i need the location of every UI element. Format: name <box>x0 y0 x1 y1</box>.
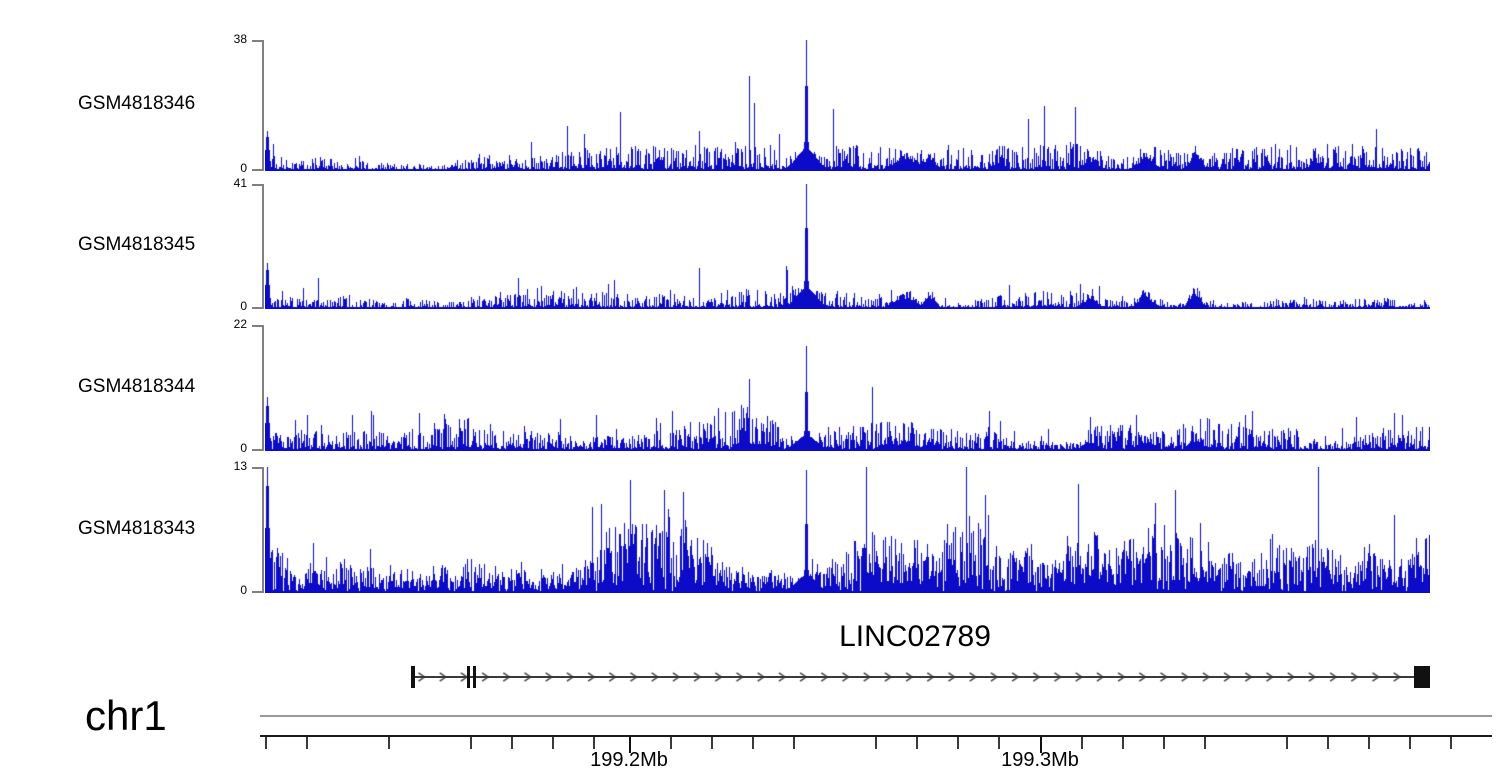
ruler-minor-tick <box>1204 737 1206 749</box>
ruler-minor-tick <box>875 737 877 749</box>
signal-coverage-plot[interactable] <box>265 467 1430 593</box>
gene-strand-arrows <box>412 668 1430 686</box>
ruler-position-label: 199.3Mb <box>1001 749 1079 771</box>
ruler-minor-tick <box>1368 737 1370 749</box>
track-axis-tick-max <box>252 184 263 186</box>
ruler-minor-tick <box>1081 737 1083 749</box>
track-sample-label: GSM4818346 <box>78 93 196 114</box>
ruler-minor-tick <box>957 737 959 749</box>
track-axis-min-label: 0 <box>240 583 247 597</box>
track-axis-vertical <box>262 184 264 309</box>
track-axis-tick-max <box>252 325 263 327</box>
ruler-minor-tick <box>593 737 595 749</box>
ruler-position-label: 199.2Mb <box>590 749 668 771</box>
track-sample-label: GSM4818344 <box>78 375 196 397</box>
ruler-minor-tick <box>1122 737 1124 749</box>
strand-arrow-glyphs <box>412 668 1430 686</box>
ruler-major-tick <box>629 737 631 753</box>
track-axis-tick-max <box>252 467 263 469</box>
ruler-minor-tick <box>916 737 918 749</box>
ruler-minor-tick <box>1409 737 1411 749</box>
gene-exon-block[interactable] <box>1414 666 1430 688</box>
gene-exon-block[interactable] <box>411 666 415 688</box>
track-axis-vertical <box>262 40 264 171</box>
track-axis-min-label: 0 <box>240 441 247 455</box>
ruler-axis-line[interactable] <box>260 735 1492 737</box>
track-sample-label: GSM4818343 <box>78 517 196 539</box>
ruler-minor-tick <box>265 737 267 749</box>
track-sample-label: GSM4818345 <box>78 234 196 255</box>
ruler-minor-tick <box>388 737 390 749</box>
track-axis-max-label: 41 <box>233 176 247 190</box>
gene-exon-block[interactable] <box>467 666 470 688</box>
track-axis-tick-min <box>252 591 263 593</box>
track-axis-min-label: 0 <box>240 161 247 175</box>
ruler-minor-tick <box>1286 737 1288 749</box>
ruler-major-tick <box>1040 737 1042 753</box>
track-axis-min-label: 0 <box>240 299 247 313</box>
ruler-minor-tick <box>470 737 472 749</box>
signal-coverage-plot[interactable] <box>265 184 1430 309</box>
track-axis-vertical <box>262 325 264 451</box>
ruler-minor-tick <box>511 737 513 749</box>
chromosome-label: chr1 <box>85 692 167 739</box>
ruler-minor-tick <box>552 737 554 749</box>
track-axis-max-label: 22 <box>233 317 247 331</box>
ruler-minor-tick <box>711 737 713 749</box>
track-axis-vertical <box>262 467 264 593</box>
ruler-guide-line <box>260 715 1492 717</box>
track-axis-tick-max <box>252 40 263 42</box>
signal-coverage-plot[interactable] <box>265 40 1430 171</box>
signal-coverage-plot[interactable] <box>265 325 1430 451</box>
track-axis-max-label: 38 <box>233 32 247 46</box>
track-axis-tick-min <box>252 169 263 171</box>
gene-name-label: LINC02789 <box>839 620 991 653</box>
gene-exon-block[interactable] <box>473 666 476 688</box>
ruler-minor-tick <box>306 737 308 749</box>
ruler-minor-tick <box>793 737 795 749</box>
ruler-minor-tick <box>670 737 672 749</box>
ruler-minor-tick <box>1327 737 1329 749</box>
ruler-minor-tick <box>998 737 1000 749</box>
ruler-minor-tick <box>1163 737 1165 749</box>
track-axis-max-label: 13 <box>233 459 247 473</box>
track-axis-tick-min <box>252 449 263 451</box>
ruler-minor-tick <box>1450 737 1452 749</box>
ruler-minor-tick <box>752 737 754 749</box>
track-axis-tick-min <box>252 307 263 309</box>
